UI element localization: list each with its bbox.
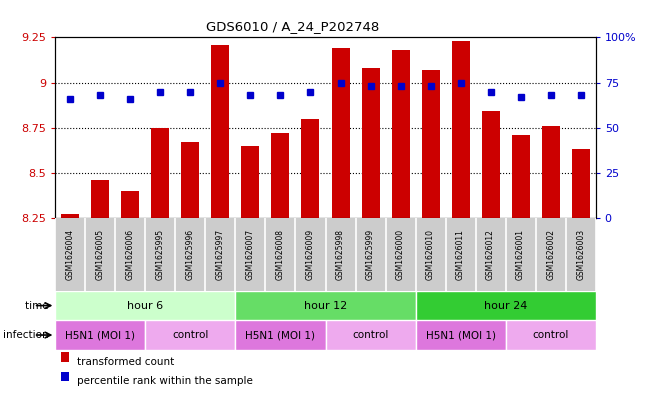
Bar — [452, 41, 469, 218]
Text: GSM1626001: GSM1626001 — [516, 229, 525, 280]
Text: control: control — [352, 330, 389, 340]
Text: hour 6: hour 6 — [128, 301, 163, 310]
Text: H5N1 (MOI 1): H5N1 (MOI 1) — [245, 330, 316, 340]
Bar — [61, 215, 79, 218]
Bar — [61, 372, 69, 381]
Text: GSM1626003: GSM1626003 — [576, 229, 585, 280]
Text: GSM1626009: GSM1626009 — [306, 229, 315, 280]
Bar — [512, 135, 530, 218]
Bar — [145, 320, 236, 350]
Bar — [61, 353, 69, 362]
Text: GSM1625997: GSM1625997 — [216, 229, 225, 280]
Text: H5N1 (MOI 1): H5N1 (MOI 1) — [426, 330, 495, 340]
Text: GSM1626007: GSM1626007 — [246, 229, 255, 280]
Bar — [415, 320, 506, 350]
Text: GSM1626012: GSM1626012 — [486, 229, 495, 280]
Text: GSM1625998: GSM1625998 — [336, 229, 345, 280]
Bar — [152, 128, 169, 218]
Text: H5N1 (MOI 1): H5N1 (MOI 1) — [65, 330, 135, 340]
Bar — [55, 320, 145, 350]
Bar — [91, 180, 109, 218]
Text: time: time — [25, 301, 52, 310]
Bar — [361, 68, 380, 218]
Bar — [271, 133, 290, 218]
Text: hour 12: hour 12 — [304, 301, 347, 310]
Text: GSM1626002: GSM1626002 — [546, 229, 555, 280]
Bar — [331, 48, 350, 218]
Text: GSM1626005: GSM1626005 — [96, 229, 105, 280]
Bar — [212, 44, 229, 218]
Text: GSM1626000: GSM1626000 — [396, 229, 405, 280]
Text: GSM1626008: GSM1626008 — [276, 229, 285, 280]
Text: GSM1625995: GSM1625995 — [156, 229, 165, 280]
Text: GSM1626006: GSM1626006 — [126, 229, 135, 280]
Bar — [121, 191, 139, 218]
Bar — [572, 149, 590, 218]
Bar — [236, 320, 326, 350]
Text: hour 24: hour 24 — [484, 301, 527, 310]
Bar — [482, 112, 499, 218]
Bar — [542, 126, 560, 218]
Text: control: control — [173, 330, 208, 340]
Bar — [55, 291, 236, 320]
Text: control: control — [533, 330, 569, 340]
Bar — [242, 146, 260, 218]
Text: GSM1626010: GSM1626010 — [426, 229, 435, 280]
Bar — [415, 291, 596, 320]
Text: percentile rank within the sample: percentile rank within the sample — [77, 376, 253, 386]
Text: transformed count: transformed count — [77, 356, 174, 367]
Bar — [506, 320, 596, 350]
Bar — [301, 119, 320, 218]
Bar — [326, 320, 415, 350]
Text: GSM1626011: GSM1626011 — [456, 229, 465, 280]
Bar — [182, 142, 199, 218]
Bar — [236, 291, 415, 320]
Text: GSM1625996: GSM1625996 — [186, 229, 195, 280]
Text: infection: infection — [3, 330, 52, 340]
Text: GSM1626004: GSM1626004 — [66, 229, 75, 280]
Bar — [422, 70, 439, 218]
Text: GSM1625999: GSM1625999 — [366, 229, 375, 280]
Bar — [391, 50, 409, 218]
Text: GDS6010 / A_24_P202748: GDS6010 / A_24_P202748 — [206, 20, 380, 33]
